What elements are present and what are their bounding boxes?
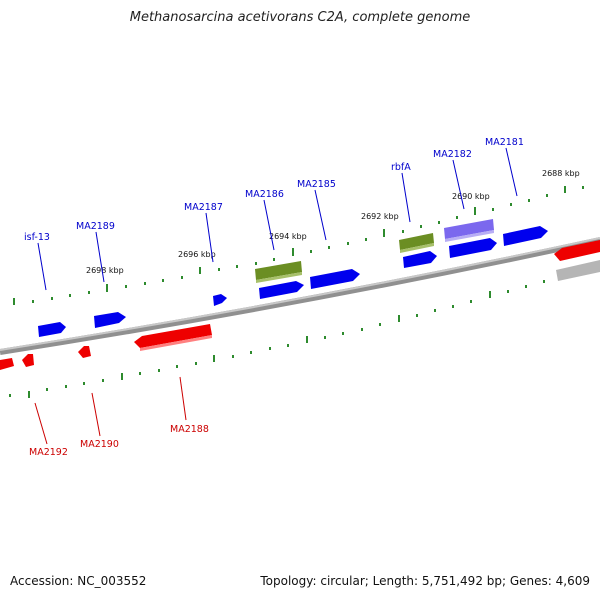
gene-label-MA2181[interactable]: MA2181 (485, 137, 524, 148)
scale-label-2696: 2696 kbp (178, 250, 216, 259)
gene-MA2186-shape[interactable] (259, 281, 304, 299)
gene-MA2182-shape[interactable] (449, 238, 497, 258)
gene-rbfA-rna-bar-shade (400, 243, 434, 253)
gene-MA2182-pseudo-bar-shade (445, 230, 494, 242)
gene-label-MA2189[interactable]: MA2189 (76, 221, 115, 232)
reverse-leader-lines (34, 376, 187, 445)
gene-MA2188-shape-shade (140, 335, 212, 351)
gene-left-edge-shape[interactable] (0, 358, 14, 370)
gene-label-isf-13[interactable]: isf-13 (24, 232, 50, 243)
gene-right-edge-grey-shape[interactable] (556, 260, 600, 281)
scale-label-2698: 2698 kbp (86, 266, 124, 275)
gene-MA2185-shape[interactable] (310, 269, 360, 289)
forward-leader-lines (37, 147, 518, 291)
gene-isf-13-shape[interactable] (38, 322, 66, 337)
gene-MA2187-shape[interactable] (213, 294, 227, 306)
genome-info-text: Topology: circular; Length: 5,751,492 bp… (260, 574, 590, 588)
upper-tick-row (13, 186, 584, 305)
gene-rbfA-rna-bar[interactable] (399, 233, 434, 250)
lower-tick-row (9, 266, 581, 398)
gene-label-MA2188[interactable]: MA2188 (170, 424, 209, 435)
gene-label-MA2186[interactable]: MA2186 (245, 189, 284, 200)
scale-label-2694: 2694 kbp (269, 232, 307, 241)
gene-right-edge-red-shape[interactable] (554, 240, 600, 261)
gene-label-rbfA[interactable]: rbfA (391, 162, 411, 173)
scale-label-2692: 2692 kbp (361, 212, 399, 221)
gene-label-MA2187[interactable]: MA2187 (184, 202, 223, 213)
gene-MA2192-shape[interactable] (22, 354, 34, 367)
feature-genes (255, 219, 494, 283)
gene-MA2186-rna-bar-shade (256, 272, 302, 283)
gene-MA2181-shape[interactable] (503, 226, 548, 246)
gene-MA2190-shape[interactable] (78, 346, 91, 358)
forward-genes (38, 226, 548, 337)
gene-label-MA2192[interactable]: MA2192 (29, 447, 68, 458)
gene-rbfA-shape[interactable] (403, 251, 437, 268)
scale-label-2688: 2688 kbp (542, 169, 580, 178)
gene-label-MA2182[interactable]: MA2182 (433, 149, 472, 160)
gene-MA2189-shape[interactable] (94, 312, 126, 328)
scale-label-2690: 2690 kbp (452, 192, 490, 201)
reverse-genes (0, 240, 600, 370)
gene-MA2182-pseudo-bar[interactable] (444, 219, 494, 239)
gene-label-MA2190[interactable]: MA2190 (80, 439, 119, 450)
genome-backbone-highlight (0, 237, 600, 351)
gene-MA2186-rna-bar[interactable] (255, 261, 302, 280)
accession-text: Accession: NC_003552 (10, 574, 147, 588)
genome-backbone (0, 237, 600, 355)
gene-label-MA2185[interactable]: MA2185 (297, 179, 336, 190)
genome-title: Methanosarcina acetivorans C2A, complete… (129, 10, 471, 25)
gene-MA2188-shape[interactable] (134, 324, 212, 348)
